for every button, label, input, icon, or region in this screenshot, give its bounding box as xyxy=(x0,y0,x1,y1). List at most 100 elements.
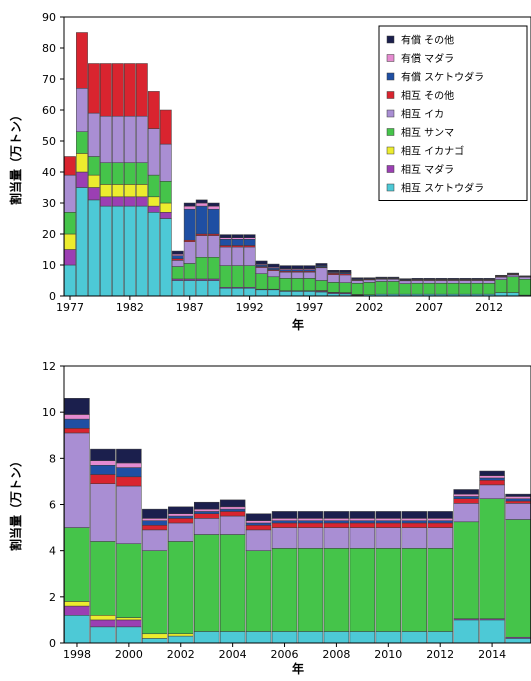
bar-segment-paid-pollock-2002 xyxy=(168,516,193,518)
bar-segment-mutual-other-2012 xyxy=(428,523,453,528)
bar-segment-paid-cod-2012 xyxy=(428,518,453,520)
bar-segment-mutual-squid-1980 xyxy=(100,116,111,163)
bar-segment-mutual-saury-1994 xyxy=(268,277,279,289)
bar-segment-paid-other-2004 xyxy=(220,500,245,507)
bar-segment-mutual-squid-2004 xyxy=(220,516,245,534)
bar-segment-paid-cod-2000 xyxy=(116,463,141,468)
bar-segment-mutual-squid-2011 xyxy=(402,528,427,549)
bar-segment-mutual-pollock-2007 xyxy=(298,631,323,643)
bar-segment-mutual-cod-1982 xyxy=(124,197,135,206)
legend-label: 有償 その他 xyxy=(401,34,454,47)
y-tick-label: 20 xyxy=(42,228,56,241)
bar-segment-mutual-pollock-2015 xyxy=(506,638,531,643)
bar-segment-mutual-cod-1998 xyxy=(65,606,90,615)
bar-segment-paid-other-2001 xyxy=(142,509,167,518)
bar-segment-mutual-saury-2003 xyxy=(194,535,219,632)
x-tick-label: 1998 xyxy=(63,648,91,661)
bar-segment-paid-other-1994 xyxy=(268,264,279,267)
bar-segment-mutual-sandlance-2001 xyxy=(142,634,167,639)
bar-segment-mutual-pollock-2014 xyxy=(480,620,505,643)
bar-segment-paid-pollock-2015 xyxy=(506,499,531,501)
legend-swatch xyxy=(387,36,394,43)
bar-segment-mutual-sandlance-1999 xyxy=(90,615,115,620)
bar-segment-mutual-squid-2012 xyxy=(483,281,494,284)
bar-segment-mutual-pollock-1980 xyxy=(100,206,111,296)
bar-segment-mutual-saury-2010 xyxy=(460,283,471,294)
legend-label: 相互 イカ xyxy=(401,108,444,121)
bar-segment-mutual-other-1985 xyxy=(160,110,171,144)
bar-segment-mutual-saury-2009 xyxy=(448,283,459,294)
bar-segment-mutual-pollock-1998 xyxy=(65,615,90,643)
bar-segment-paid-pollock-1986 xyxy=(172,256,183,259)
bar-segment-paid-other-2004 xyxy=(388,277,399,278)
bar-segment-paid-pollock-2013 xyxy=(454,496,479,498)
bar-segment-paid-other-1990 xyxy=(220,235,231,238)
bar-segment-mutual-saury-1978 xyxy=(76,132,87,154)
bar-segment-mutual-squid-1992 xyxy=(244,247,255,266)
bar-segment-paid-other-2006 xyxy=(412,278,423,279)
bar-segment-mutual-other-2014 xyxy=(480,480,505,485)
bar-segment-mutual-pollock-2010 xyxy=(376,631,401,643)
bar-segment-mutual-saury-1979 xyxy=(88,157,99,176)
bar-segment-mutual-squid-2006 xyxy=(272,528,297,549)
bar-segment-mutual-other-2007 xyxy=(298,523,323,528)
bar-segment-paid-pollock-2001 xyxy=(142,521,167,526)
bar-segment-paid-cod-1999 xyxy=(90,461,115,466)
bar-segment-mutual-pollock-1990 xyxy=(220,288,231,296)
y-tick-label: 40 xyxy=(42,166,56,179)
bar-segment-mutual-saury-2015 xyxy=(506,520,531,638)
bar-segment-mutual-squid-2009 xyxy=(448,281,459,284)
bar-segment-mutual-squid-2013 xyxy=(454,503,479,521)
chart-2-y-axis-title: 割当量（万トン） xyxy=(8,455,23,551)
bar-segment-paid-other-2003 xyxy=(376,277,387,278)
bar-segment-paid-cod-1988 xyxy=(196,203,207,206)
bar-segment-paid-cod-2003 xyxy=(194,509,219,511)
bar-segment-mutual-saury-1986 xyxy=(172,267,183,279)
bar-segment-mutual-sandlance-1983 xyxy=(136,184,147,196)
bar-segment-mutual-saury-2005 xyxy=(400,284,411,295)
bar-segment-mutual-saury-2013 xyxy=(495,280,506,293)
bar-segment-mutual-pollock-1977 xyxy=(64,265,75,296)
bar-segment-mutual-squid-2001 xyxy=(142,530,167,551)
bar-segment-mutual-other-2002 xyxy=(168,518,193,523)
bar-segment-mutual-pollock-2014 xyxy=(507,293,518,296)
bar-segment-mutual-squid-1998 xyxy=(316,268,327,281)
bar-segment-paid-other-2012 xyxy=(483,278,494,279)
y-tick-label: 10 xyxy=(42,259,56,272)
x-tick-label: 2000 xyxy=(115,648,143,661)
bar-segment-paid-other-2010 xyxy=(460,278,471,279)
bar-segment-mutual-saury-1992 xyxy=(244,266,255,288)
x-tick-label: 2002 xyxy=(167,648,195,661)
bar-segment-mutual-squid-1983 xyxy=(136,116,147,163)
bar-segment-mutual-squid-1994 xyxy=(268,271,279,277)
bar-segment-mutual-saury-1980 xyxy=(100,163,111,185)
legend-swatch xyxy=(387,166,394,173)
bar-segment-paid-other-2009 xyxy=(448,278,459,279)
bar-segment-paid-cod-2006 xyxy=(272,518,297,520)
bar-segment-mutual-cod-1983 xyxy=(136,197,147,206)
bar-segment-mutual-squid-2001 xyxy=(352,281,363,284)
bar-segment-mutual-other-2009 xyxy=(350,523,375,528)
bar-segment-mutual-squid-1997 xyxy=(304,272,315,278)
bar-segment-mutual-squid-2003 xyxy=(194,518,219,534)
y-tick-label: 50 xyxy=(42,135,56,148)
bar-segment-mutual-other-1980 xyxy=(100,64,111,117)
bar-segment-mutual-squid-1987 xyxy=(184,242,195,264)
bar-segment-mutual-saury-2009 xyxy=(350,548,375,631)
bar-segment-mutual-saury-2013 xyxy=(454,522,479,619)
bar-segment-mutual-pollock-1981 xyxy=(112,206,123,296)
bar-segment-mutual-pollock-1986 xyxy=(172,281,183,297)
x-tick-label: 1977 xyxy=(56,301,84,314)
bar-segment-mutual-cod-1979 xyxy=(88,188,99,200)
bar-segment-mutual-saury-2014 xyxy=(480,499,505,619)
bar-segment-mutual-sandlance-1998 xyxy=(65,601,90,606)
bar-segment-mutual-pollock-2008 xyxy=(324,631,349,643)
bar-segment-mutual-other-1983 xyxy=(136,64,147,117)
bar-segment-mutual-saury-1981 xyxy=(112,163,123,185)
bar-segment-mutual-pollock-1992 xyxy=(244,288,255,296)
bar-segment-paid-other-2003 xyxy=(194,502,219,509)
bar-segment-mutual-other-2015 xyxy=(506,501,531,503)
legend-label: 相互 サンマ xyxy=(401,126,454,139)
x-tick-label: 2012 xyxy=(475,301,503,314)
